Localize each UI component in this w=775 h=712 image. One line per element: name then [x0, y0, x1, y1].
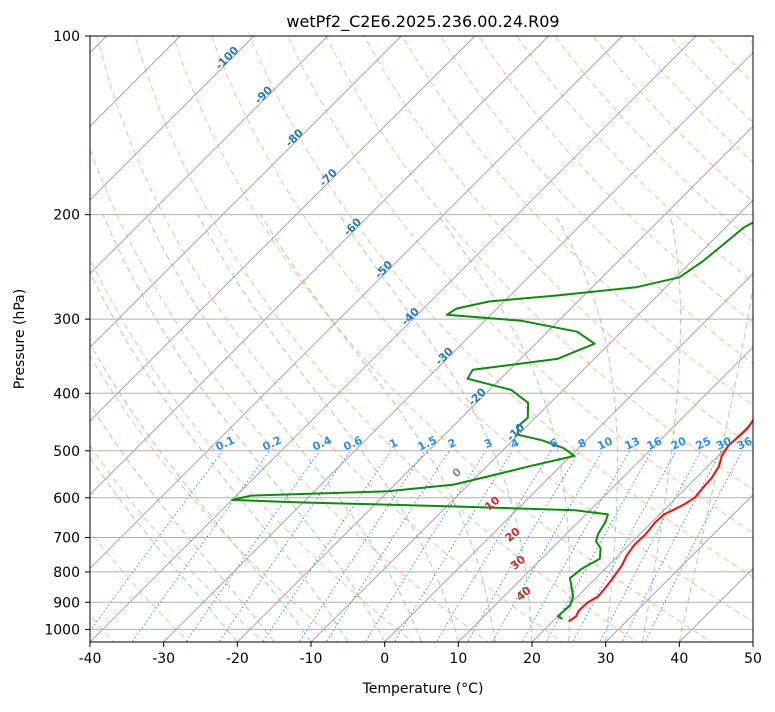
y-tick-label: 300	[53, 312, 80, 328]
y-tick-label: 200	[53, 208, 80, 224]
y-tick-label: 1000	[44, 622, 80, 638]
chart-title: wetPf2_C2E6.2025.236.00.24.R09	[286, 12, 559, 32]
x-tick-label: 50	[744, 651, 762, 667]
y-tick-label: 600	[53, 491, 80, 507]
x-tick-label: -30	[152, 651, 175, 667]
x-tick-label: -40	[79, 651, 102, 667]
y-tick-label: 900	[53, 595, 80, 611]
x-tick-label: 10	[449, 651, 467, 667]
y-axis-label: Pressure (hPa)	[12, 289, 28, 389]
y-tick-label: 700	[53, 531, 80, 547]
x-tick-label: 30	[597, 651, 615, 667]
x-tick-label: -20	[226, 651, 249, 667]
x-tick-label: 20	[523, 651, 541, 667]
x-tick-label: -10	[300, 651, 323, 667]
y-tick-label: 100	[53, 29, 80, 45]
x-tick-label: 0	[380, 651, 389, 667]
y-tick-label: 800	[53, 565, 80, 581]
x-axis-label: Temperature (°C)	[362, 681, 484, 697]
y-tick-label: 400	[53, 386, 80, 402]
x-tick-label: 40	[670, 651, 688, 667]
y-tick-label: 500	[53, 444, 80, 460]
